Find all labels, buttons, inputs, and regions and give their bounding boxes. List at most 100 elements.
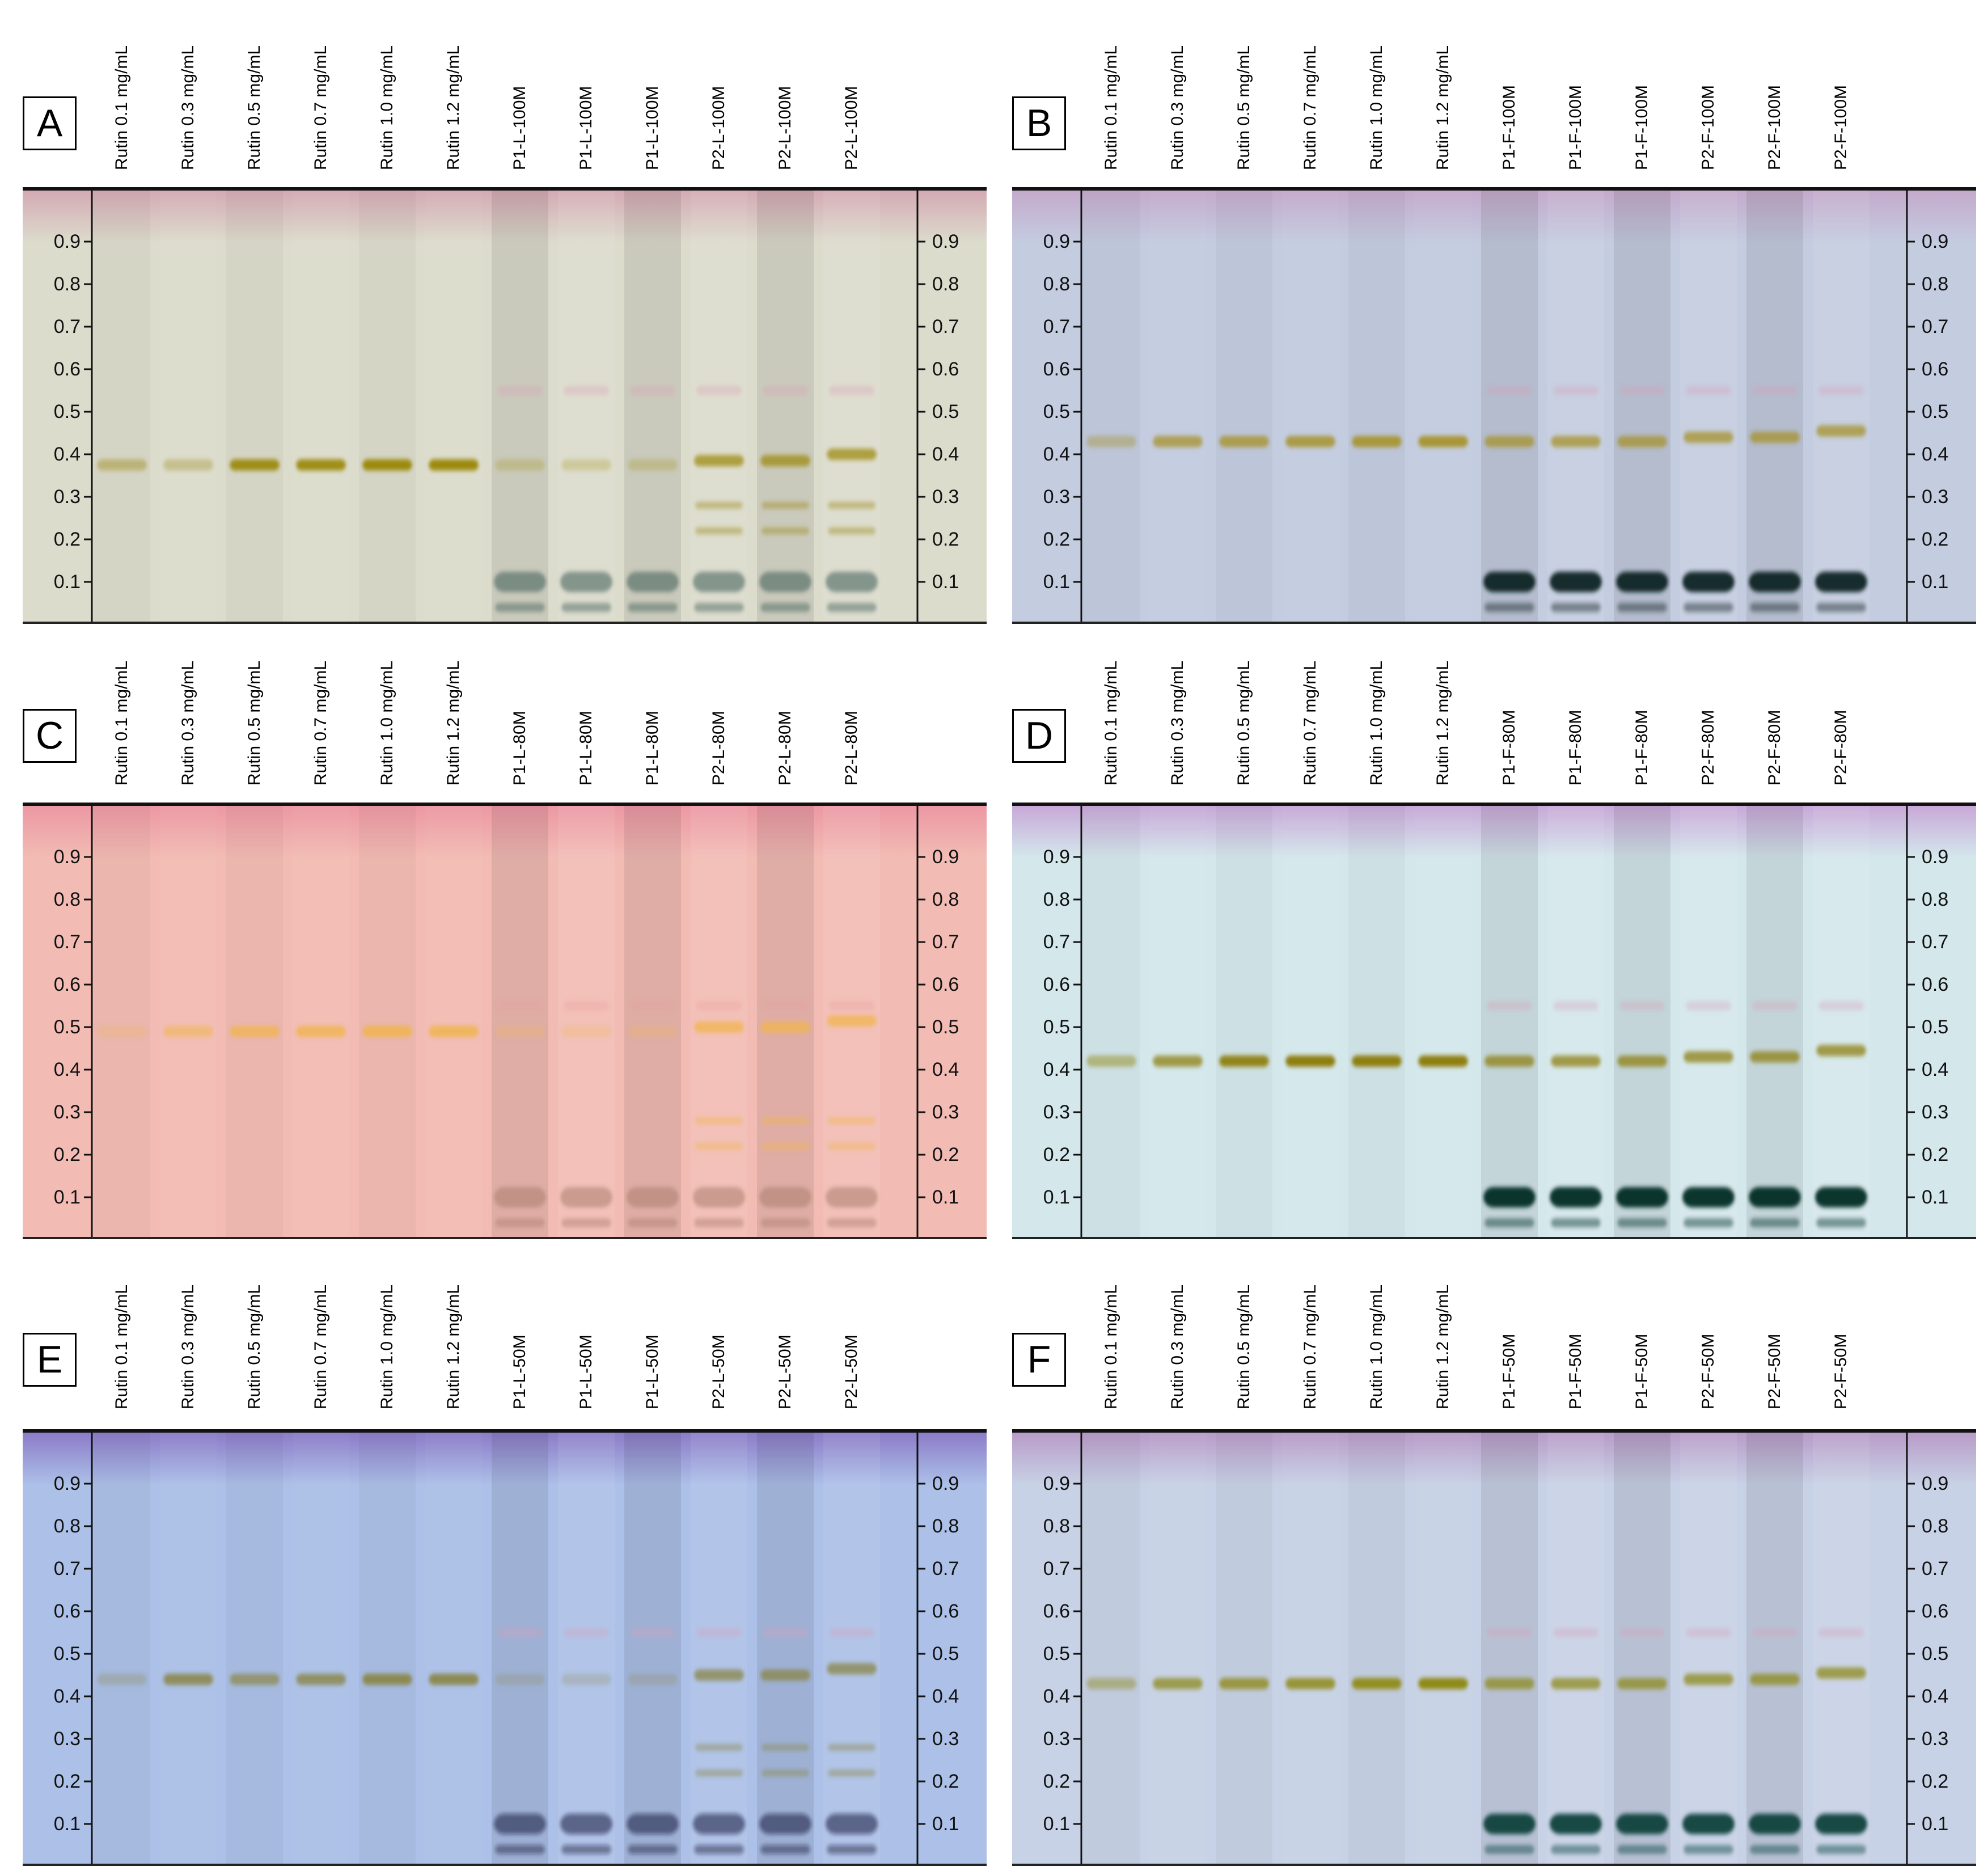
rf-tick-label: 0.4 xyxy=(932,444,959,465)
lane-label: Rutin 0.7 mg/mL xyxy=(1301,660,1319,786)
rf-tick-label: 0.6 xyxy=(932,1600,959,1622)
origin-band xyxy=(826,1814,878,1834)
lane-stripe xyxy=(94,1433,150,1866)
lane-label: Rutin 0.5 mg/mL xyxy=(245,45,264,170)
lane-label: Rutin 1.2 mg/mL xyxy=(1433,1284,1452,1409)
rf-tick-label: 0.4 xyxy=(1922,444,1948,465)
origin-band xyxy=(560,1814,612,1834)
lane-label: P1-F-100M xyxy=(1500,85,1519,170)
origin-band xyxy=(1551,1218,1601,1227)
sample-band xyxy=(630,386,675,395)
lane-label: P2-F-50M xyxy=(1699,1333,1718,1409)
lane-stripe xyxy=(1746,191,1803,622)
rf-tick-label: 0.2 xyxy=(54,1771,81,1792)
rf-tick-label: 0.4 xyxy=(1043,1059,1070,1080)
lane-stripe xyxy=(558,1433,615,1864)
plate-background xyxy=(23,806,987,1237)
rutin-band xyxy=(1285,436,1335,447)
rf-tick-label: 0.3 xyxy=(54,486,81,508)
sample-band xyxy=(1553,386,1598,395)
panel-letter: C xyxy=(23,709,77,763)
lane-label: Rutin 1.0 mg/mL xyxy=(1367,660,1386,786)
rf-tick-label: 0.1 xyxy=(932,1186,959,1208)
rf-tick-label: 0.8 xyxy=(1043,889,1070,910)
origin-band xyxy=(1551,1845,1601,1854)
panel-letter: B xyxy=(1012,96,1066,150)
origin-band xyxy=(693,572,745,592)
sample-band xyxy=(564,1001,609,1011)
origin-band xyxy=(693,1187,745,1207)
lane-label: P1-F-100M xyxy=(1632,85,1651,170)
origin-band xyxy=(1483,1187,1536,1207)
lane-stripe xyxy=(359,806,416,1239)
lane-label: P1-F-80M xyxy=(1632,710,1651,786)
lane-label: Rutin 1.0 mg/mL xyxy=(378,660,396,786)
rf-tick-label: 0.1 xyxy=(932,1813,959,1835)
lane-label: P1-F-80M xyxy=(1500,710,1519,786)
rutin-band xyxy=(97,459,147,471)
origin-band xyxy=(826,572,878,592)
lane-label: P1-L-100M xyxy=(510,86,529,170)
lane-stripe xyxy=(226,806,283,1239)
lane-label: Rutin 1.2 mg/mL xyxy=(444,45,463,170)
lane-label: P1-F-50M xyxy=(1500,1333,1519,1409)
origin-band xyxy=(1750,1845,1800,1854)
lane-stripe xyxy=(359,191,416,624)
rf-tick-label: 0.1 xyxy=(1922,1186,1948,1208)
origin-band xyxy=(694,1845,744,1854)
lane-label: Rutin 0.3 mg/mL xyxy=(1168,1284,1187,1409)
sample-band xyxy=(828,502,875,509)
lane-stripe xyxy=(1282,1433,1339,1866)
rutin-band xyxy=(1352,1678,1402,1690)
band-group xyxy=(97,1628,878,1854)
sample-band xyxy=(829,1001,874,1011)
rutin-band xyxy=(1086,436,1136,447)
origin-band xyxy=(561,1845,611,1854)
panel-letter: A xyxy=(23,96,77,150)
rf-tick-label: 0.5 xyxy=(54,1016,81,1038)
origin-band xyxy=(1682,1187,1735,1207)
origin-band xyxy=(628,1845,678,1854)
lane-stripe xyxy=(94,191,150,624)
tlc-plate: 0.9 0.8 0.7 0.6 0.5 0.4 0.3 0.2 0.1 0.9 0.8 0.7 0.6 0… xyxy=(1012,187,1976,624)
sample-band xyxy=(1816,1667,1866,1679)
lane-label: P1-F-100M xyxy=(1566,85,1585,170)
sample-band xyxy=(1818,386,1864,395)
lane-stripe xyxy=(823,191,880,622)
rutin-band xyxy=(1285,1055,1335,1067)
rf-tick-label: 0.4 xyxy=(932,1686,959,1707)
sample-band xyxy=(696,1001,742,1011)
rf-tick-label: 0.8 xyxy=(1922,1515,1948,1537)
lane-label: P1-L-50M xyxy=(577,1335,595,1409)
lane-label: P1-L-50M xyxy=(510,1335,529,1409)
rf-tick-label: 0.3 xyxy=(1043,1728,1070,1750)
origin-band xyxy=(1815,1814,1867,1834)
lane-stripe xyxy=(1083,191,1140,624)
panel-d: D Rutin 0.1 mg/mL Rutin 0.3 mg/mL Rutin 0.… xyxy=(1012,624,1982,1248)
lane-label: Rutin 0.5 mg/mL xyxy=(245,1284,264,1409)
rutin-band xyxy=(1086,1678,1136,1690)
sample-band xyxy=(495,1025,545,1037)
lane-label: P2-F-80M xyxy=(1765,710,1784,786)
rf-tick-label: 0.3 xyxy=(54,1101,81,1123)
sample-band xyxy=(1617,436,1667,447)
rf-tick-label: 0.7 xyxy=(1922,316,1948,337)
plate-background xyxy=(1012,191,1976,622)
plate-background xyxy=(1012,1433,1976,1864)
lane-stripe xyxy=(624,191,681,622)
rf-tick-label: 0.2 xyxy=(54,529,81,550)
rf-tick-label: 0.6 xyxy=(1922,974,1948,995)
sample-band xyxy=(694,1021,744,1033)
rf-tick-label: 0.2 xyxy=(1043,1771,1070,1792)
lane-stripe xyxy=(425,1433,482,1866)
origin-band xyxy=(494,1814,546,1834)
rutin-band xyxy=(1153,1678,1203,1690)
lane-label: Rutin 0.7 mg/mL xyxy=(311,1284,330,1409)
lane-label: P1-L-80M xyxy=(577,711,595,786)
lane-label: Rutin 0.7 mg/mL xyxy=(311,45,330,170)
sample-band xyxy=(695,502,743,509)
sample-band xyxy=(695,1117,743,1124)
rf-tick-label: 0.5 xyxy=(1922,1643,1948,1665)
origin-band xyxy=(1551,603,1601,612)
sample-band xyxy=(630,1628,675,1637)
